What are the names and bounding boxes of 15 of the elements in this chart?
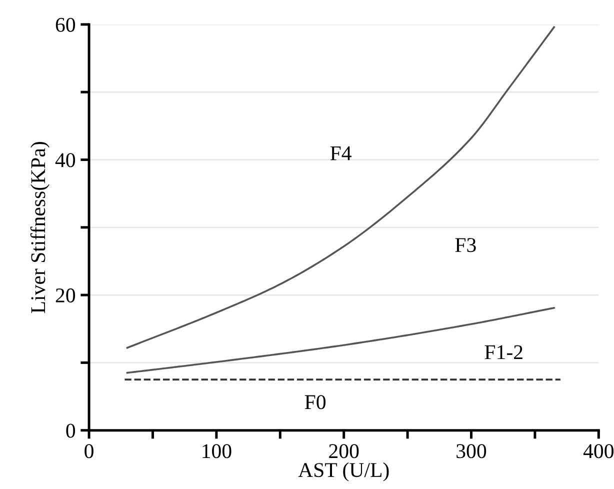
x-tick-label: 200 xyxy=(329,444,359,458)
y-tick-label: 20 xyxy=(56,288,76,302)
y-axis-title: Liver Stiffness(KPa) xyxy=(30,142,50,314)
x-tick-label: 300 xyxy=(456,444,486,458)
annotation: F0 xyxy=(304,395,326,410)
y-tick-label: 40 xyxy=(55,153,76,168)
x-axis-title: AST (U/L) xyxy=(298,462,389,482)
y-tick-label: 60 xyxy=(56,18,76,32)
x-tick-label: 100 xyxy=(202,444,232,458)
annotation: F3 xyxy=(455,238,476,252)
x-tick-label: 400 xyxy=(583,444,614,458)
x-tick-label: 0 xyxy=(84,444,94,458)
y-tick-label: 0 xyxy=(66,424,76,438)
annotation: F1-2 xyxy=(484,345,522,360)
annotation: F4 xyxy=(330,146,352,160)
